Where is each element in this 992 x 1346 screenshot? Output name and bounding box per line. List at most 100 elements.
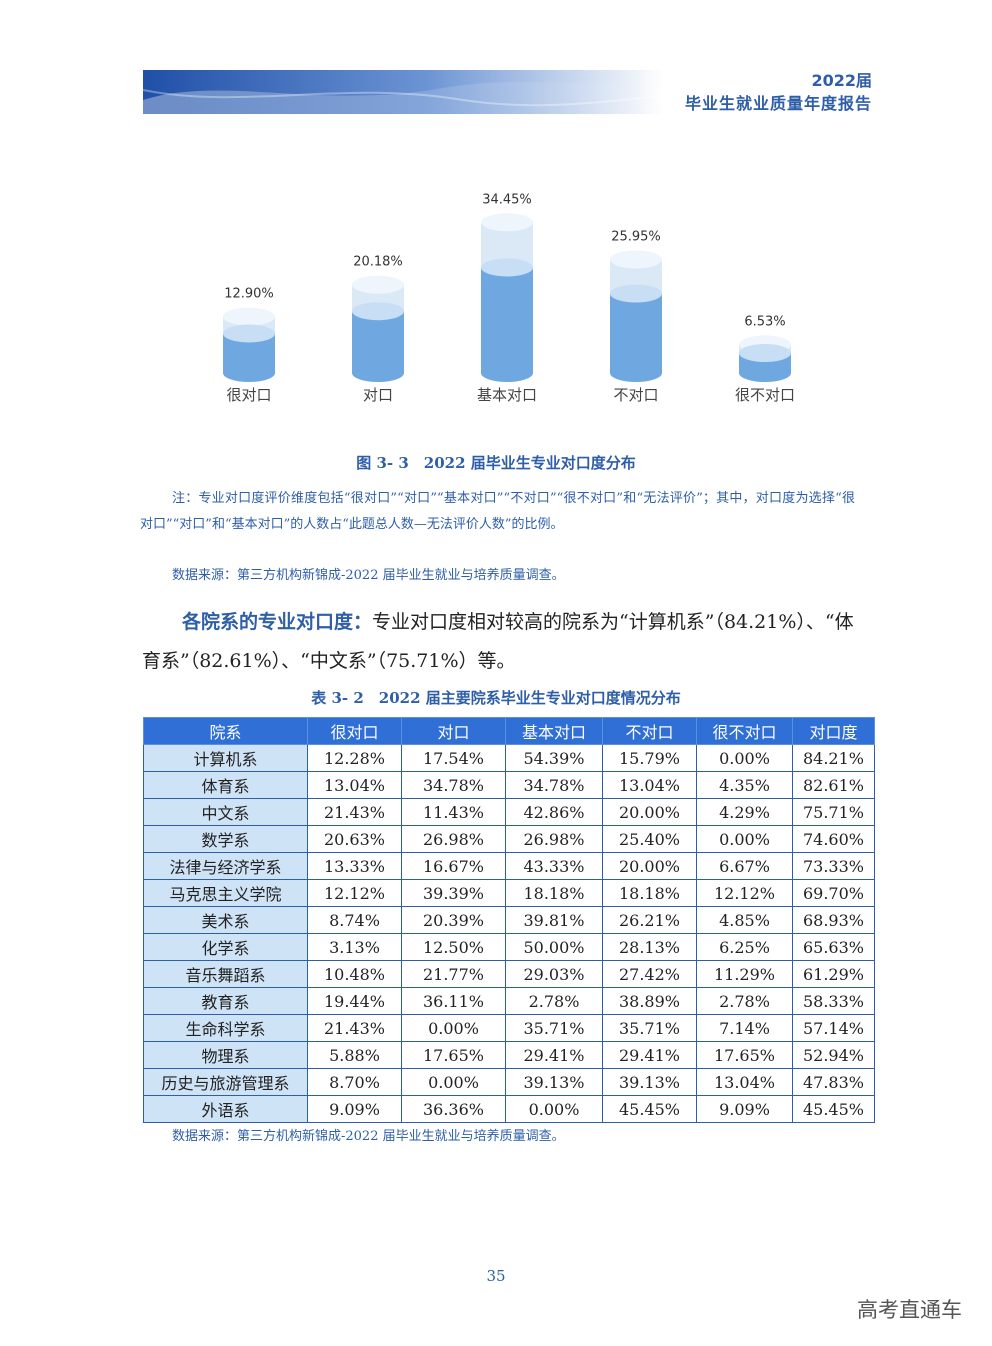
table-cell: 18.18%: [505, 879, 603, 907]
table-cell: 45.45%: [792, 1095, 875, 1123]
table-cell: 27.42%: [602, 960, 697, 988]
table-row: 物理系 5.88% 17.65% 29.41% 29.41% 17.65% 52.94%: [143, 1041, 875, 1069]
figure-note: 注：专业对口度评价维度包括“很对口”“对口”“基本对口”“不对口”“很不对口”和…: [140, 491, 855, 532]
table-cell: 73.33%: [792, 852, 875, 880]
department-name: 体育系: [143, 771, 308, 799]
table-cell: 20.39%: [401, 906, 506, 934]
table-cell: 21.43%: [307, 798, 402, 826]
table-row: 法律与经济学系 13.33% 16.67% 43.33% 20.00% 6.67% 73.3…: [143, 852, 875, 880]
table-cell: 43.33%: [505, 852, 603, 880]
table-source: 数据来源：第三方机构新锦成-2022 届毕业生就业与培养质量调查。: [172, 1129, 565, 1144]
table-cell: 58.33%: [792, 987, 875, 1015]
table-cell: 61.29%: [792, 960, 875, 988]
report-year: 2022届: [811, 71, 872, 90]
department-name: 教育系: [143, 987, 308, 1015]
table-cell: 17.54%: [401, 744, 506, 772]
figure-caption: 图 3- 3 2022 届毕业生专业对口度分布: [356, 454, 636, 472]
table-cell: 35.71%: [505, 1014, 603, 1042]
department-name: 物理系: [143, 1041, 308, 1069]
table-row: 生命科学系 21.43% 0.00% 35.71% 35.71% 7.14% 57.14%: [143, 1014, 875, 1042]
table-cell: 10.48%: [307, 960, 402, 988]
figure-source: 数据来源：第三方机构新锦成-2022 届毕业生就业与培养质量调查。: [172, 568, 565, 583]
table-cell: 57.14%: [792, 1014, 875, 1042]
table-row: 美术系 8.74% 20.39% 39.81% 26.21% 4.85% 68.93%: [143, 906, 875, 934]
table-cell: 50.00%: [505, 933, 603, 961]
table-cell: 36.11%: [401, 987, 506, 1015]
col-header: 院系: [143, 717, 308, 745]
table-cell: 35.71%: [602, 1014, 697, 1042]
table-cell: 0.00%: [401, 1014, 506, 1042]
bar-value-label: 12.90%: [224, 287, 274, 302]
report-title: 毕业生就业质量年度报告: [684, 94, 872, 113]
table-cell: 4.85%: [696, 906, 793, 934]
table-header-row: 院系 很对口 对口 基本对口 不对口 很不对口 对口度: [143, 717, 875, 745]
table-caption: 表 3- 2 2022 届主要院系毕业生专业对口度情况分布: [311, 689, 681, 707]
table-cell: 21.43%: [307, 1014, 402, 1042]
col-header: 不对口: [602, 717, 697, 745]
table-cell: 45.45%: [602, 1095, 697, 1123]
bar-value-label: 34.45%: [482, 192, 532, 207]
chart-bar: [610, 250, 662, 382]
table-cell: 68.93%: [792, 906, 875, 934]
table-cell: 20.63%: [307, 825, 402, 853]
table-cell: 75.71%: [792, 798, 875, 826]
table-row: 中文系 21.43% 11.43% 42.86% 20.00% 4.29% 75.71%: [143, 798, 875, 826]
department-name: 化学系: [143, 933, 308, 961]
table-cell: 2.78%: [696, 987, 793, 1015]
table-cell: 36.36%: [401, 1095, 506, 1123]
table-row: 化学系 3.13% 12.50% 50.00% 28.13% 6.25% 65.63%: [143, 933, 875, 961]
table-cell: 25.40%: [602, 825, 697, 853]
bar-value-label: 6.53%: [744, 314, 785, 329]
table-cell: 17.65%: [401, 1041, 506, 1069]
table-cell: 8.70%: [307, 1068, 402, 1096]
table-cell: 3.13%: [307, 933, 402, 961]
header-title-block: 2022届 毕业生就业质量年度报告: [685, 70, 872, 116]
category-label: 很不对口: [735, 386, 795, 404]
table-cell: 17.65%: [696, 1041, 793, 1069]
department-name: 美术系: [143, 906, 308, 934]
table-cell: 20.00%: [602, 852, 697, 880]
table-row: 数学系 20.63% 26.98% 26.98% 25.40% 0.00% 74.60%: [143, 825, 875, 853]
table-cell: 18.18%: [602, 879, 697, 907]
table-cell: 42.86%: [505, 798, 603, 826]
table-cell: 12.12%: [307, 879, 402, 907]
table-cell: 8.74%: [307, 906, 402, 934]
category-label: 很对口: [226, 386, 271, 404]
table-cell: 38.89%: [602, 987, 697, 1015]
table-cell: 34.78%: [505, 771, 603, 799]
table-cell: 12.12%: [696, 879, 793, 907]
table-cell: 29.41%: [505, 1041, 603, 1069]
table-cell: 16.67%: [401, 852, 506, 880]
match-distribution-chart: 12.90% 很对口 20.18% 对口 34.45% 基本对口 25.95% 不对口 6.53…: [223, 192, 795, 404]
table-cell: 5.88%: [307, 1041, 402, 1069]
table-cell: 65.63%: [792, 933, 875, 961]
department-name: 马克思主义学院: [143, 879, 308, 907]
table-cell: 2.78%: [505, 987, 603, 1015]
col-header: 很对口: [307, 717, 402, 745]
chart-bar: [223, 307, 275, 382]
table-cell: 20.00%: [602, 798, 697, 826]
table-cell: 13.04%: [696, 1068, 793, 1096]
table-cell: 54.39%: [505, 744, 603, 772]
table-cell: 26.98%: [401, 825, 506, 853]
table-cell: 82.61%: [792, 771, 875, 799]
table-cell: 11.43%: [401, 798, 506, 826]
header-banner: [143, 70, 663, 114]
table-row: 外语系 9.09% 36.36% 0.00% 45.45% 9.09% 45.45%: [143, 1095, 875, 1123]
page-number: 35: [486, 1267, 506, 1285]
paragraph-body: 专业对口度相对较高的院系为“计算机系”（84.21%）、“体育系”（82.61%…: [142, 611, 854, 672]
table-cell: 21.77%: [401, 960, 506, 988]
table-cell: 34.78%: [401, 771, 506, 799]
col-header: 基本对口: [505, 717, 603, 745]
department-name: 中文系: [143, 798, 308, 826]
table-cell: 69.70%: [792, 879, 875, 907]
bar-value-label: 20.18%: [353, 255, 403, 270]
table-cell: 0.00%: [696, 744, 793, 772]
table-cell: 47.83%: [792, 1068, 875, 1096]
table-cell: 39.81%: [505, 906, 603, 934]
table-cell: 4.35%: [696, 771, 793, 799]
chart-bar: [481, 213, 533, 382]
table-cell: 0.00%: [401, 1068, 506, 1096]
chart-bar: [352, 275, 404, 382]
table-cell: 26.98%: [505, 825, 603, 853]
